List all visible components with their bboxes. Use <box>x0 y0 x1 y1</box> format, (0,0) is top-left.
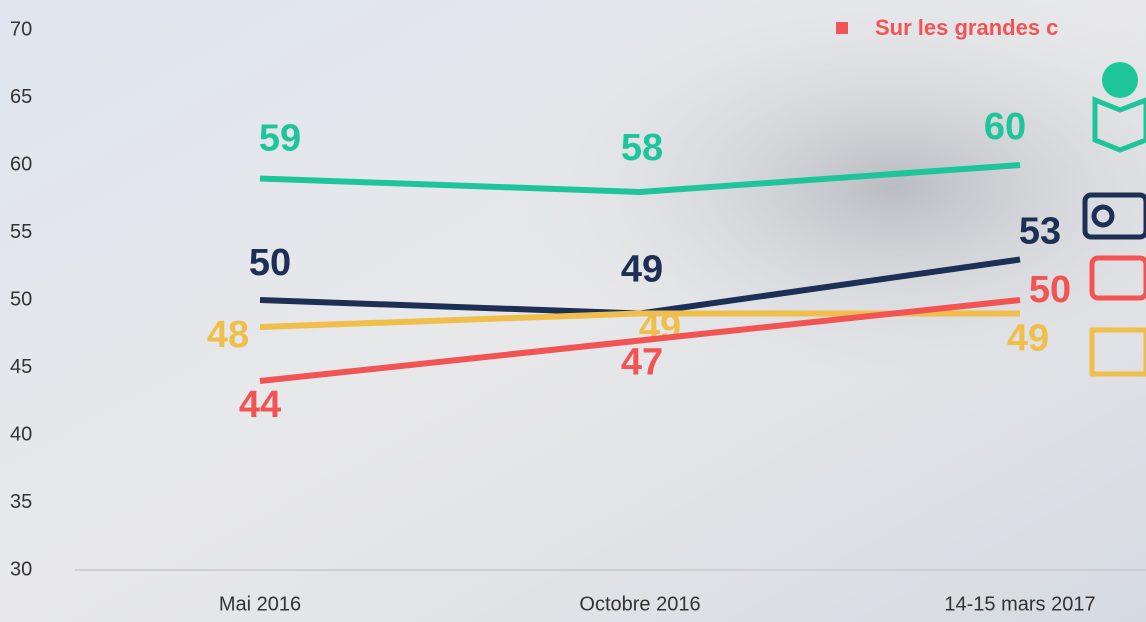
data-label: 50 <box>249 242 291 284</box>
data-label: 59 <box>259 118 301 160</box>
data-label: 50 <box>1029 269 1071 311</box>
y-tick-label: 50 <box>10 288 32 310</box>
data-label: 49 <box>1007 318 1049 360</box>
y-tick-label: 45 <box>10 356 32 378</box>
series-line <box>259 162 1021 195</box>
y-tick-label: 30 <box>10 558 32 580</box>
media-icons <box>1082 62 1146 377</box>
y-tick-label: 55 <box>10 221 32 243</box>
y-tick-label: 60 <box>10 153 32 175</box>
legend-marker <box>836 22 848 34</box>
legend-label: Sur les grandes c <box>875 15 1058 40</box>
y-tick-label: 65 <box>10 86 32 108</box>
data-label: 60 <box>984 106 1026 148</box>
x-tick-label: 14-15 mars 2017 <box>944 593 1095 615</box>
data-label: 49 <box>621 249 663 291</box>
data-label: 44 <box>239 384 281 426</box>
data-label: 53 <box>1019 211 1061 253</box>
series-line <box>259 297 1021 384</box>
y-tick-label: 70 <box>10 18 32 40</box>
y-tick-label: 40 <box>10 423 32 445</box>
y-tick-label: 35 <box>10 491 32 513</box>
x-tick-label: Mai 2016 <box>219 593 301 615</box>
data-label: 47 <box>621 342 663 384</box>
data-label: 48 <box>207 314 249 356</box>
x-tick-label: Octobre 2016 <box>579 593 700 615</box>
data-label: 58 <box>621 127 663 169</box>
